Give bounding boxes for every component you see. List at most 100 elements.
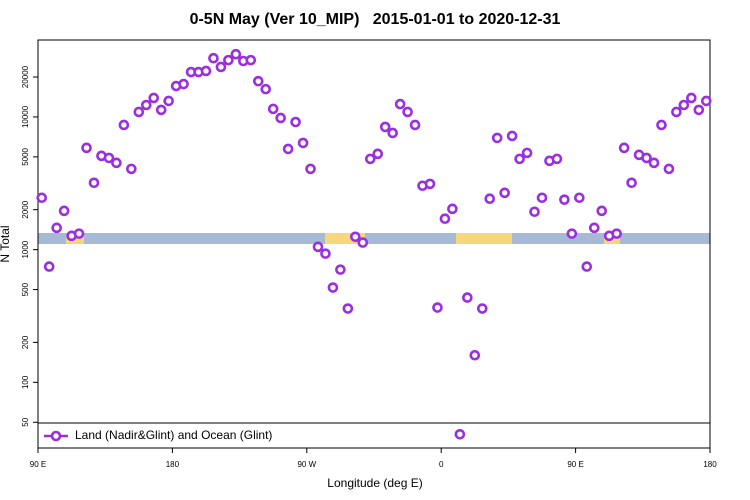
data-point: [372, 148, 384, 160]
data-point: [693, 104, 705, 116]
data-point: [506, 130, 518, 142]
x-tick-label: 90 W: [297, 460, 316, 469]
data-point: [163, 95, 174, 107]
data-point: [51, 222, 62, 234]
data-point: [559, 194, 570, 205]
x-tick-label: 90 E: [567, 460, 583, 469]
data-point: [656, 119, 667, 131]
data-point: [700, 95, 712, 107]
data-point: [148, 92, 160, 104]
data-point: [155, 104, 167, 116]
y-tick-label: 10000: [21, 105, 30, 128]
data-point: [223, 54, 234, 66]
data-point: [581, 261, 593, 272]
data-point: [462, 292, 473, 303]
data-point: [245, 54, 257, 66]
y-tick-label: 5000: [21, 147, 30, 165]
data-point: [335, 264, 346, 275]
legend-label: Land (Nadir&Glint) and Ocean (Glint): [75, 428, 272, 442]
data-point: [290, 116, 301, 128]
data-point: [491, 132, 503, 144]
data-point: [678, 99, 690, 111]
data-point: [648, 157, 660, 169]
data-point: [364, 153, 376, 165]
data-point: [267, 103, 279, 115]
y-tick-label: 1000: [21, 240, 30, 258]
data-point: [312, 241, 324, 253]
y-tick-label: 500: [21, 282, 30, 296]
data-point: [529, 206, 540, 218]
data-point: [536, 192, 548, 204]
data-point: [379, 121, 391, 133]
x-tick-label: 180: [703, 460, 717, 469]
y-tick-label: 2000: [21, 200, 30, 218]
data-point: [663, 163, 675, 175]
data-point: [476, 303, 488, 314]
data-point: [618, 142, 630, 154]
legend-marker: [50, 430, 62, 442]
data-point: [282, 143, 294, 155]
data-point: [686, 92, 697, 104]
data-point: [424, 178, 436, 190]
data-point: [469, 349, 481, 361]
data-point: [73, 228, 85, 239]
data-point: [439, 213, 451, 225]
data-point: [350, 231, 361, 243]
data-point: [484, 193, 496, 205]
data-point: [454, 428, 466, 440]
data-point: [551, 153, 563, 165]
data-point: [387, 127, 398, 139]
data-point: [200, 65, 212, 77]
data-point: [230, 48, 242, 60]
data-point: [588, 222, 600, 234]
x-axis-label: Longitude (deg E): [327, 476, 422, 490]
data-point: [394, 98, 406, 110]
data-point: [574, 192, 585, 204]
data-point: [126, 163, 137, 175]
data-point: [178, 78, 189, 90]
data-point: [327, 282, 339, 293]
y-tick-label: 20000: [21, 65, 30, 88]
data-point: [208, 52, 219, 64]
data-point: [118, 119, 130, 131]
data-point: [43, 261, 55, 272]
data-point: [402, 106, 413, 118]
data-point: [103, 152, 115, 164]
y-tick-label: 50: [21, 417, 30, 426]
y-tick-label: 100: [21, 375, 30, 389]
data-point: [521, 147, 533, 159]
data-point: [88, 177, 100, 189]
data-point: [596, 205, 608, 217]
data-point: [499, 187, 510, 199]
data-point: [275, 112, 286, 124]
data-point: [297, 137, 309, 149]
data-point: [611, 228, 622, 239]
data-point: [641, 152, 652, 164]
data-point: [215, 61, 227, 73]
data-point: [140, 99, 152, 111]
data-point: [409, 119, 421, 131]
data-point: [320, 248, 331, 259]
data-point: [357, 237, 369, 248]
y-tick-label: 200: [21, 335, 30, 349]
data-point: [514, 153, 525, 165]
data-point: [133, 106, 145, 118]
x-tick-label: 180: [166, 460, 180, 469]
x-tick-label: 90 E: [30, 460, 46, 469]
data-point: [305, 163, 316, 175]
data-point: [342, 303, 354, 314]
data-point: [58, 205, 70, 217]
data-point: [252, 75, 264, 87]
data-point: [447, 203, 458, 215]
data-point: [671, 106, 682, 118]
data-point: [81, 142, 92, 154]
data-point: [36, 192, 48, 204]
data-point: [260, 83, 272, 95]
data-point: [432, 302, 443, 313]
data-point: [111, 157, 122, 169]
x-tick-label: 0: [439, 460, 444, 469]
data-point: [626, 177, 637, 189]
y-axis-label: N Total: [0, 225, 12, 262]
chart-title: 0-5N May (Ver 10_MIP) 2015-01-01 to 2020…: [190, 11, 561, 28]
